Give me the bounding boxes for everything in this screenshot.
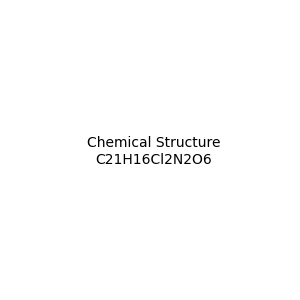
Text: Chemical Structure
C21H16Cl2N2O6: Chemical Structure C21H16Cl2N2O6 [87, 136, 220, 166]
